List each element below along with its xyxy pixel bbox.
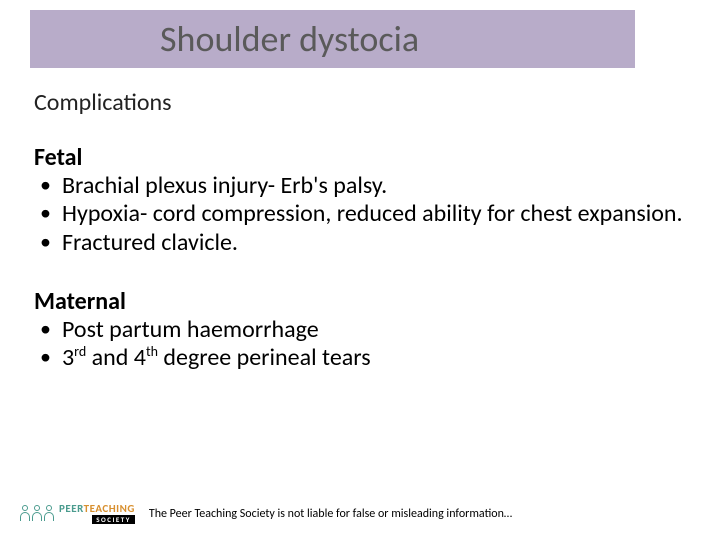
logo-part-peer: PEER <box>59 502 84 515</box>
bullet-list-maternal: Post partum haemorrhage 3rd and 4th degr… <box>34 316 686 373</box>
logo-text: PEERTEACHING SOCIETY <box>59 503 135 524</box>
list-item: Brachial plexus injury- Erb's palsy. <box>34 172 686 200</box>
section-heading-maternal: Maternal <box>34 287 686 316</box>
list-item: Fractured clavicle. <box>34 229 686 257</box>
section-heading-fetal: Fetal <box>34 143 686 172</box>
list-item: 3rd and 4th degree perineal tears <box>34 344 686 372</box>
peer-teaching-logo: PEERTEACHING SOCIETY <box>20 503 135 524</box>
content-area: Complications Fetal Brachial plexus inju… <box>34 88 686 403</box>
title-bar: Shoulder dystocia <box>30 10 635 68</box>
disclaimer-text: The Peer Teaching Society is not liable … <box>149 507 512 521</box>
logo-part-teaching: TEACHING <box>84 502 135 515</box>
logo-part-society: SOCIETY <box>92 515 135 524</box>
subheader: Complications <box>34 88 686 117</box>
list-item: Post partum haemorrhage <box>34 316 686 344</box>
bullet-list-fetal: Brachial plexus injury- Erb's palsy. Hyp… <box>34 172 686 257</box>
list-item: Hypoxia- cord compression, reduced abili… <box>34 200 686 228</box>
footer: PEERTEACHING SOCIETY The Peer Teaching S… <box>20 503 700 524</box>
people-icon <box>20 505 55 523</box>
slide-title: Shoulder dystocia <box>160 17 419 61</box>
